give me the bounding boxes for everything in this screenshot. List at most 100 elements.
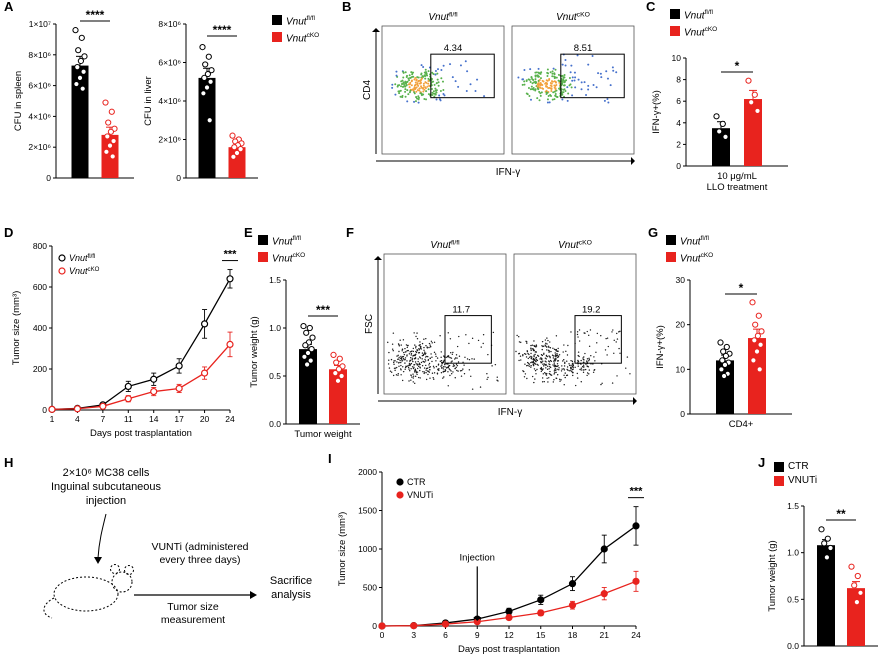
svg-text:1.0: 1.0 xyxy=(269,323,281,333)
svg-text:1000: 1000 xyxy=(358,544,377,554)
legend-item: Vnutfl/fl xyxy=(272,12,319,28)
legend-label: VnutcKO xyxy=(272,252,306,265)
legend-swatch xyxy=(670,9,680,20)
svg-text:18: 18 xyxy=(568,630,578,640)
svg-text:1×10⁷: 1×10⁷ xyxy=(29,19,51,29)
svg-text:0: 0 xyxy=(680,409,685,419)
svg-text:0: 0 xyxy=(372,621,377,631)
svg-text:10: 10 xyxy=(676,364,686,374)
svg-text:0.5: 0.5 xyxy=(269,371,281,381)
svg-text:6×10⁶: 6×10⁶ xyxy=(158,58,181,68)
svg-text:CTR: CTR xyxy=(407,477,426,487)
tumor-weight-bar-chart-j: 0.0 0.5 1.0 1.5 Tumor weight (g) ** xyxy=(764,492,886,665)
svg-text:20: 20 xyxy=(676,320,686,330)
svg-text:2×10⁶: 2×10⁶ xyxy=(158,135,181,145)
svg-text:8: 8 xyxy=(676,75,681,85)
svg-text:****: **** xyxy=(86,8,105,22)
svg-text:30: 30 xyxy=(676,275,686,285)
legend-swatch xyxy=(272,32,282,43)
sacrifice-line2: analysis xyxy=(271,589,311,601)
svg-text:0.5: 0.5 xyxy=(787,594,799,604)
panel-label-c: C xyxy=(646,0,656,14)
legend-label: VnutcKO xyxy=(684,26,718,39)
legend-swatch xyxy=(258,252,268,263)
svg-text:19.2: 19.2 xyxy=(582,305,601,316)
timeline-arrow xyxy=(134,591,257,599)
svg-text:8.51: 8.51 xyxy=(574,43,593,54)
svg-text:Tumor weight (g): Tumor weight (g) xyxy=(767,540,778,611)
svg-text:800: 800 xyxy=(33,241,47,251)
mc38-line3: injection xyxy=(85,495,127,507)
svg-text:24: 24 xyxy=(225,414,235,424)
legend-swatch xyxy=(272,15,282,26)
legend-swatch xyxy=(666,252,676,263)
svg-text:***: *** xyxy=(316,303,330,317)
svg-text:0.0: 0.0 xyxy=(787,641,799,651)
svg-text:IFN-γ+(%): IFN-γ+(%) xyxy=(651,90,662,134)
svg-text:Days post trasplantation: Days post trasplantation xyxy=(458,644,560,655)
svg-text:15: 15 xyxy=(536,630,546,640)
panel-label-a: A xyxy=(4,0,14,14)
svg-text:*: * xyxy=(735,59,740,73)
svg-text:6: 6 xyxy=(443,630,448,640)
svg-text:11: 11 xyxy=(124,414,133,424)
legend-item: Vnutfl/fl xyxy=(670,6,717,22)
svg-text:CFU in spleen: CFU in spleen xyxy=(13,71,24,131)
legend-swatch xyxy=(774,475,784,486)
legend-item: Vnutfl/fl xyxy=(258,232,305,248)
legend-swatch xyxy=(666,235,676,246)
svg-text:Injection: Injection xyxy=(460,552,495,563)
svg-text:6: 6 xyxy=(676,96,681,106)
panel-label-j: J xyxy=(758,455,766,470)
measure-line2: measurement xyxy=(160,614,226,626)
svg-text:VnutcKO: VnutcKO xyxy=(556,12,590,23)
flow-cytometry-panel-f: FSC IFN-γ Vnutfl/fl 11.7 VnutcKO 19.2 xyxy=(352,232,644,437)
legend-label: CTR xyxy=(788,461,809,472)
svg-text:Vnutfl/fl: Vnutfl/fl xyxy=(430,240,460,251)
svg-text:10: 10 xyxy=(672,53,682,63)
svg-text:1: 1 xyxy=(50,414,55,424)
sacrifice-text: Sacrifice analysis xyxy=(254,574,328,602)
legend-item: Vnutfl/fl xyxy=(666,232,713,248)
svg-text:17: 17 xyxy=(174,414,184,424)
svg-text:Tumor weight (g): Tumor weight (g) xyxy=(249,316,260,387)
panel-label-f: F xyxy=(346,225,354,240)
svg-text:21: 21 xyxy=(600,630,610,640)
legend-panel-g: Vnutfl/fl VnutcKO xyxy=(666,232,713,267)
svg-text:4: 4 xyxy=(75,414,80,424)
svg-text:Vnutfl/fl: Vnutfl/fl xyxy=(69,253,95,263)
svg-text:10 μg/mL: 10 μg/mL xyxy=(717,171,757,182)
panel-label-b: B xyxy=(342,0,352,14)
svg-text:14: 14 xyxy=(149,414,159,424)
svg-text:IFN-γ: IFN-γ xyxy=(496,167,520,178)
injection-arrow xyxy=(94,513,107,564)
svg-text:4×10⁶: 4×10⁶ xyxy=(28,111,51,121)
svg-text:VNUTi: VNUTi xyxy=(407,490,433,500)
svg-text:12: 12 xyxy=(504,630,514,640)
svg-text:Days post trasplantation: Days post trasplantation xyxy=(90,428,192,439)
svg-text:****: **** xyxy=(213,23,232,37)
vnuti-treatment-text: VUNTi (administered every three days) xyxy=(140,541,260,567)
legend-label: VnutcKO xyxy=(680,252,714,265)
svg-text:500: 500 xyxy=(363,583,377,593)
svg-text:***: *** xyxy=(630,486,644,498)
legend-label: VNUTi xyxy=(788,475,818,486)
svg-text:Tumor size (mm³): Tumor size (mm³) xyxy=(337,512,348,587)
svg-text:0.0: 0.0 xyxy=(269,419,281,429)
svg-text:CFU in liver: CFU in liver xyxy=(143,76,154,126)
tumor-size-line-chart-i: 0 500 1000 1500 2000 0 3 6 9 12 15 18 21 24 Tumor size… xyxy=(334,458,652,666)
svg-text:400: 400 xyxy=(33,323,47,333)
svg-text:**: ** xyxy=(836,507,846,521)
svg-text:4×10⁶: 4×10⁶ xyxy=(158,96,181,106)
svg-text:0: 0 xyxy=(176,173,181,183)
svg-text:24: 24 xyxy=(631,630,641,640)
svg-text:CD4+: CD4+ xyxy=(729,419,754,430)
svg-text:1.0: 1.0 xyxy=(787,548,799,558)
svg-text:11.7: 11.7 xyxy=(452,305,470,316)
svg-text:Tumor weight: Tumor weight xyxy=(294,429,352,440)
mc38-line2: Inguinal subcutaneous xyxy=(50,481,162,493)
mc38-line1: 2×10⁶ MC38 cells xyxy=(62,467,150,479)
svg-text:FSC: FSC xyxy=(364,314,375,334)
mouse-sketch xyxy=(43,564,134,619)
svg-text:600: 600 xyxy=(33,282,47,292)
